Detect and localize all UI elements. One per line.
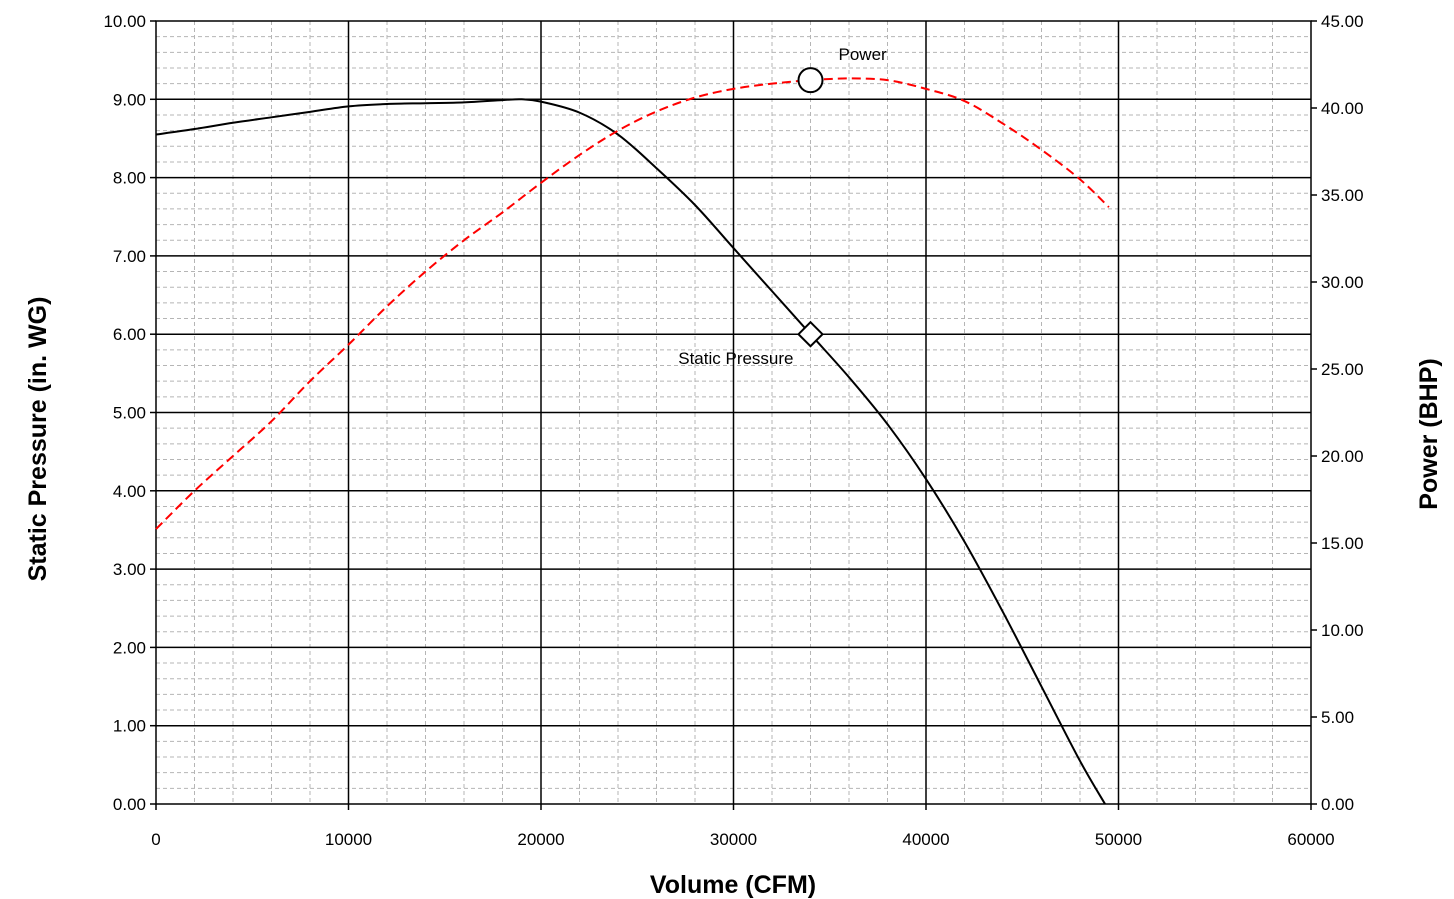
right-axis: 0.00 5.00 10.00 15.00 20.00 25.00 30.00 35.00 40… <box>1311 12 1364 814</box>
right-tick-label: 0.00 <box>1321 795 1354 814</box>
right-tick-label: 20.00 <box>1321 447 1364 466</box>
right-tick-label: 25.00 <box>1321 360 1364 379</box>
x-tick-label: 10000 <box>325 830 372 849</box>
power-marker <box>797 67 824 94</box>
right-axis-title: Power (BHP) <box>1415 358 1443 509</box>
right-tick-label: 30.00 <box>1321 273 1364 292</box>
right-tick-label: 15.00 <box>1321 534 1364 553</box>
power-curve <box>155 77 1110 530</box>
x-tick-label: 0 <box>151 830 160 849</box>
x-tick-label: 20000 <box>517 830 564 849</box>
left-tick-label: 5.00 <box>113 404 146 423</box>
left-tick-label: 10.00 <box>103 12 146 31</box>
left-tick-label: 0.00 <box>113 795 146 814</box>
left-tick-label: 2.00 <box>113 638 146 657</box>
left-tick-label: 3.00 <box>113 560 146 579</box>
right-tick-label: 40.00 <box>1321 99 1364 118</box>
x-axis-title: Volume (CFM) <box>650 871 816 899</box>
marker-layer: Power Static Pressure <box>678 45 887 368</box>
power-annotation: Power <box>839 45 888 64</box>
left-tick-label: 9.00 <box>113 90 146 109</box>
right-tick-label: 45.00 <box>1321 12 1364 31</box>
x-tick-label: 60000 <box>1287 830 1334 849</box>
x-tick-label: 30000 <box>710 830 757 849</box>
right-tick-label: 35.00 <box>1321 186 1364 205</box>
left-tick-label: 1.00 <box>113 717 146 736</box>
left-tick-label: 7.00 <box>113 247 146 266</box>
x-tick-label: 50000 <box>1095 830 1142 849</box>
left-tick-label: 8.00 <box>113 169 146 188</box>
right-tick-label: 5.00 <box>1321 708 1354 727</box>
series-layer <box>155 77 1110 805</box>
right-tick-label: 10.00 <box>1321 621 1364 640</box>
x-tick-label: 40000 <box>902 830 949 849</box>
static-pressure-curve <box>155 98 1106 805</box>
major-grid <box>156 21 1311 804</box>
x-axis: 0 10000 20000 30000 40000 50000 60000 <box>151 804 1335 849</box>
left-tick-label: 6.00 <box>113 325 146 344</box>
left-tick-label: 4.00 <box>113 482 146 501</box>
static-pressure-annotation: Static Pressure <box>678 349 793 368</box>
left-axis: 0.00 1.00 2.00 3.00 4.00 5.00 6.00 7.00 8.00 9.00… <box>103 12 156 814</box>
static-pressure-marker <box>797 320 824 348</box>
left-axis-title: Static Pressure (in. WG) <box>24 297 52 582</box>
